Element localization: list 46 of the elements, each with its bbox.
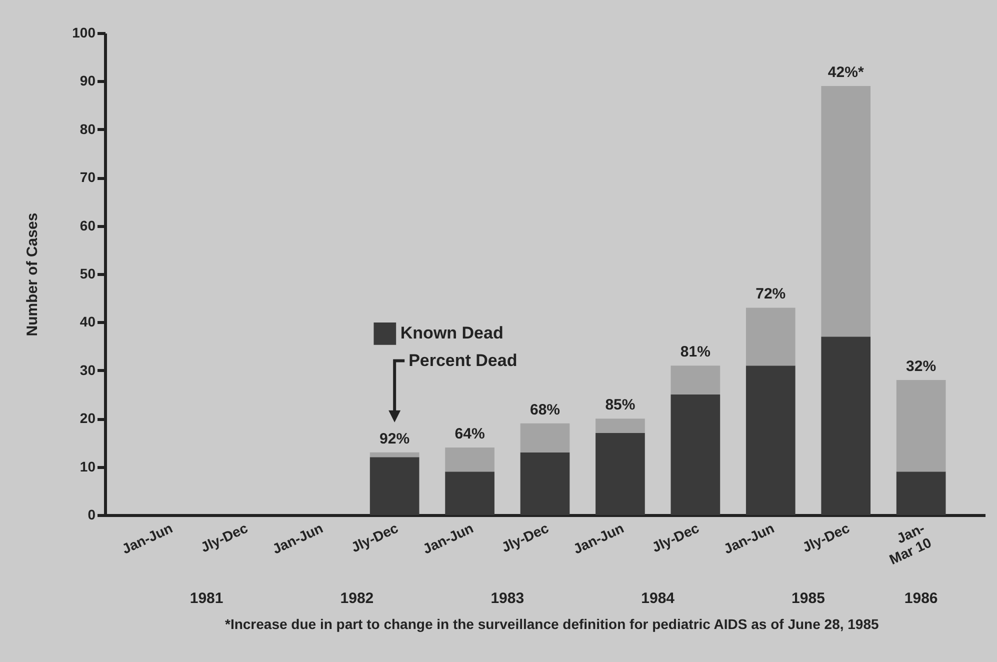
bar: [896, 380, 946, 472]
text: *Increase due in part to change in the surveillance definition for pediatric AIDS as of June 28, 1985: [225, 616, 879, 632]
annotation: Percent Dead: [408, 350, 518, 370]
legend-label: Known Dead: [400, 324, 504, 343]
bar: [746, 308, 796, 366]
annotation: 85%: [605, 396, 636, 414]
bar: [670, 394, 720, 515]
y-tick-label: 40: [80, 314, 96, 330]
bar: [596, 418, 645, 434]
text: 1982: [340, 590, 374, 607]
text: 1984: [641, 590, 676, 607]
text: 1983: [490, 590, 524, 607]
bar: [821, 86, 871, 337]
annotation: 72%: [756, 286, 786, 303]
annotation: 81%: [680, 344, 710, 361]
y-tick-label: 70: [80, 169, 96, 186]
y-tick-label: 20: [80, 410, 96, 426]
y-tick-label: 0: [88, 506, 96, 522]
bar: [670, 366, 720, 394]
y-tick-label: 90: [80, 72, 96, 89]
y-tick-label: 50: [80, 266, 96, 282]
annotation: 68%: [530, 401, 560, 418]
bar: [746, 366, 796, 515]
bar: [520, 452, 570, 515]
text: 1981: [190, 590, 224, 607]
y-tick-label: 100: [72, 24, 96, 40]
text: 1986: [904, 590, 938, 607]
bar: [445, 448, 494, 472]
annotation: 42%*: [828, 64, 864, 82]
bar: [896, 472, 946, 515]
y-tick-label: 60: [80, 217, 96, 234]
text: 1985: [792, 590, 825, 607]
bar: [596, 433, 645, 515]
y-tick-label: 80: [80, 120, 96, 137]
annotation: 92%: [380, 430, 410, 448]
bar: [445, 472, 494, 515]
y-tick-label: 30: [80, 362, 96, 378]
bar: [370, 452, 420, 458]
x-tick-label: Jan- Mar 10: [886, 520, 934, 568]
bar: [821, 336, 871, 515]
y-tick-label: 10: [80, 458, 96, 474]
bar: [370, 457, 420, 515]
annotation: 64%: [454, 426, 485, 443]
bar: [520, 423, 570, 452]
y-axis-title: Number of Cases: [24, 212, 42, 336]
annotation: 32%: [906, 358, 936, 376]
